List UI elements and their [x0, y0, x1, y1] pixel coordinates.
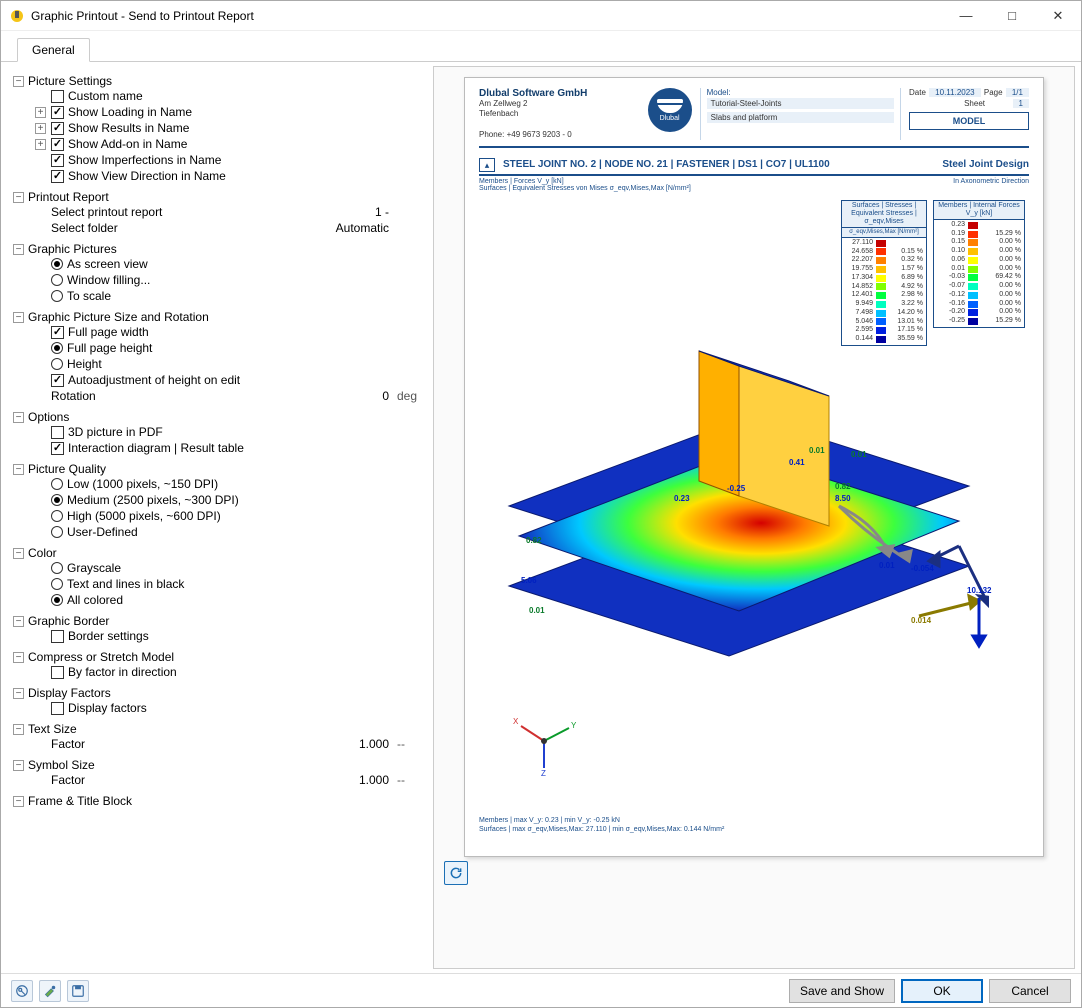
- expand-icon[interactable]: +: [35, 139, 46, 150]
- checkbox[interactable]: [51, 122, 64, 135]
- checkbox[interactable]: [51, 374, 64, 387]
- report-title: STEEL JOINT NO. 2 | NODE NO. 21 | FASTEN…: [503, 159, 942, 170]
- collapse-icon[interactable]: −: [13, 652, 24, 663]
- expand-icon[interactable]: +: [35, 123, 46, 134]
- checkbox[interactable]: [51, 666, 64, 679]
- dialog-footer: Save and Show OK Cancel: [1, 973, 1081, 1007]
- radio[interactable]: [51, 274, 63, 286]
- value-annotation: 0.82: [835, 482, 851, 491]
- settings-tree[interactable]: −Picture SettingsCustom name+Show Loadin…: [7, 66, 427, 969]
- value-annotation: 5.06: [521, 576, 537, 585]
- radio[interactable]: [51, 258, 63, 270]
- svg-text:Z: Z: [541, 769, 546, 776]
- radio[interactable]: [51, 478, 63, 490]
- report-page: Dlubal Software GmbH Am Zellweg 2 Tiefen…: [464, 77, 1044, 857]
- settings-icon[interactable]: [39, 980, 61, 1002]
- tabs: General: [1, 31, 1081, 62]
- value-annotation: 0.41: [789, 458, 805, 467]
- value-annotation: 0.82: [526, 536, 542, 545]
- checkbox[interactable]: [51, 106, 64, 119]
- radio[interactable]: [51, 594, 63, 606]
- close-button[interactable]: ✕: [1035, 1, 1081, 31]
- save-and-show-button[interactable]: Save and Show: [789, 979, 895, 1003]
- collapse-icon[interactable]: −: [13, 192, 24, 203]
- value-annotation: 0.01: [851, 450, 867, 459]
- svg-text:X: X: [513, 717, 519, 726]
- collapse-icon[interactable]: −: [13, 412, 24, 423]
- collapse-icon[interactable]: −: [13, 688, 24, 699]
- title-bar: Graphic Printout - Send to Printout Repo…: [1, 1, 1081, 31]
- collapse-icon[interactable]: −: [13, 760, 24, 771]
- minimize-button[interactable]: ―: [943, 1, 989, 31]
- checkbox[interactable]: [51, 426, 64, 439]
- value-annotation: 0.01: [809, 446, 825, 455]
- fea-figure: [489, 346, 989, 676]
- model-name: Tutorial-Steel-Joints: [707, 98, 894, 109]
- help-icon[interactable]: [11, 980, 33, 1002]
- tab-general[interactable]: General: [17, 38, 90, 62]
- window-title: Graphic Printout - Send to Printout Repo…: [31, 9, 943, 23]
- value-annotation: 0.01: [879, 561, 895, 570]
- collapse-icon[interactable]: −: [13, 464, 24, 475]
- radio[interactable]: [51, 562, 63, 574]
- radio[interactable]: [51, 578, 63, 590]
- app-icon: [9, 8, 25, 24]
- report-title-right: Steel Joint Design: [942, 159, 1029, 170]
- radio[interactable]: [51, 510, 63, 522]
- collapse-icon[interactable]: −: [13, 548, 24, 559]
- value-annotation: 0.014: [911, 616, 931, 625]
- checkbox[interactable]: [51, 90, 64, 103]
- section-name: Slabs and platform: [707, 112, 894, 123]
- legend-stresses: Surfaces | Stresses |Equivalent Stresses…: [841, 200, 927, 346]
- model-box: MODEL: [909, 112, 1029, 130]
- checkbox[interactable]: [51, 630, 64, 643]
- checkbox[interactable]: [51, 138, 64, 151]
- company-name: Dlubal Software GmbH: [479, 88, 640, 99]
- radio[interactable]: [51, 358, 63, 370]
- collapse-icon[interactable]: −: [13, 796, 24, 807]
- value-annotation: 0.01: [529, 606, 545, 615]
- company-addr1: Am Zellweg 2: [479, 99, 640, 109]
- checkbox[interactable]: [51, 442, 64, 455]
- axes-icon: Y X Z: [509, 706, 579, 776]
- save-default-icon[interactable]: [67, 980, 89, 1002]
- legend-forces: Members | Internal ForcesV_y [kN] 0.230.…: [933, 200, 1025, 328]
- value-annotation: 8.50: [835, 494, 851, 503]
- value-annotation: 10.132: [967, 586, 991, 595]
- maximize-button[interactable]: □: [989, 1, 1035, 31]
- value-annotation: -0.25: [727, 484, 745, 493]
- checkbox[interactable]: [51, 702, 64, 715]
- cancel-button[interactable]: Cancel: [989, 979, 1071, 1003]
- radio[interactable]: [51, 342, 63, 354]
- collapse-icon[interactable]: −: [13, 312, 24, 323]
- company-phone: Phone: +49 9673 9203 - 0: [479, 130, 640, 140]
- up-icon: ▴: [479, 158, 495, 172]
- collapse-icon[interactable]: −: [13, 244, 24, 255]
- checkbox[interactable]: [51, 326, 64, 339]
- collapse-icon[interactable]: −: [13, 76, 24, 87]
- value-annotation: -0.054: [911, 564, 934, 573]
- checkbox[interactable]: [51, 154, 64, 167]
- radio[interactable]: [51, 494, 63, 506]
- preview-pane[interactable]: Dlubal Software GmbH Am Zellweg 2 Tiefen…: [433, 66, 1075, 969]
- company-addr2: Tiefenbach: [479, 109, 640, 119]
- svg-text:Y: Y: [571, 721, 577, 730]
- company-logo: Dlubal: [648, 88, 692, 132]
- radio[interactable]: [51, 290, 63, 302]
- checkbox[interactable]: [51, 170, 64, 183]
- radio[interactable]: [51, 526, 63, 538]
- ok-button[interactable]: OK: [901, 979, 983, 1003]
- expand-icon[interactable]: +: [35, 107, 46, 118]
- collapse-icon[interactable]: −: [13, 724, 24, 735]
- collapse-icon[interactable]: −: [13, 616, 24, 627]
- dialog-window: Graphic Printout - Send to Printout Repo…: [0, 0, 1082, 1008]
- refresh-button[interactable]: [444, 861, 468, 885]
- value-annotation: 0.23: [674, 494, 690, 503]
- figure-area: Surfaces | Stresses |Equivalent Stresses…: [479, 196, 1029, 836]
